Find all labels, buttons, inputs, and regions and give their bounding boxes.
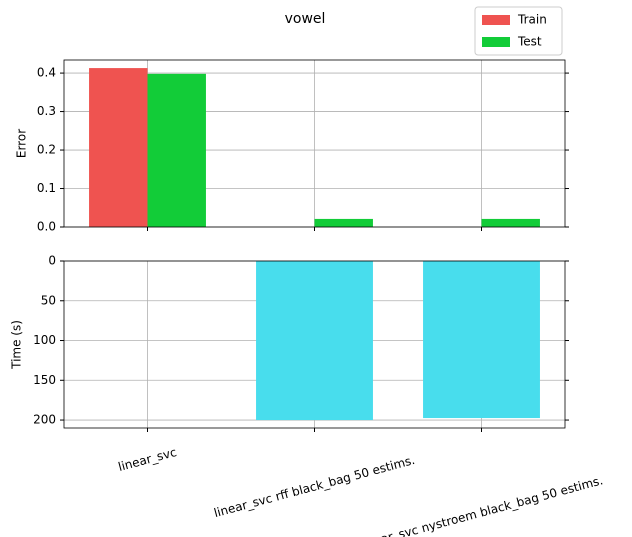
- y-tick-label: 0.3: [37, 104, 56, 118]
- y-tick-label: 0: [48, 254, 56, 268]
- axes-frame: [63, 59, 566, 228]
- bar: [89, 68, 148, 227]
- y-tick-label: 200: [33, 413, 56, 427]
- y-tick-label: 0.4: [37, 66, 56, 80]
- y-tick-label: 0.0: [37, 220, 56, 234]
- bar: [256, 261, 373, 421]
- legend-swatch: [482, 15, 510, 25]
- bar: [314, 218, 373, 227]
- y-tick-label: 50: [41, 293, 56, 307]
- y-tick-label: 100: [33, 333, 56, 347]
- bar: [147, 73, 206, 227]
- x-tick-label: linear_svc: [117, 445, 178, 474]
- bar: [423, 261, 540, 419]
- x-tick-label: linear_svc nystroem black_bag 50 estims.: [358, 473, 604, 537]
- legend-label: Train: [517, 13, 547, 27]
- chart-title: vowel: [285, 11, 326, 27]
- y-axis-label: Error: [15, 129, 29, 158]
- y-tick-label: 150: [33, 373, 56, 387]
- legend-swatch: [482, 37, 510, 47]
- y-tick-label: 0.2: [37, 143, 56, 157]
- x-tick-label: linear_svc rff black_bag 50 estims.: [212, 453, 416, 520]
- y-tick-label: 0.1: [37, 181, 56, 195]
- bar: [481, 218, 540, 227]
- axes-frame: [63, 260, 566, 429]
- legend-label: Test: [517, 35, 542, 49]
- y-axis-label: Time (s): [10, 320, 24, 370]
